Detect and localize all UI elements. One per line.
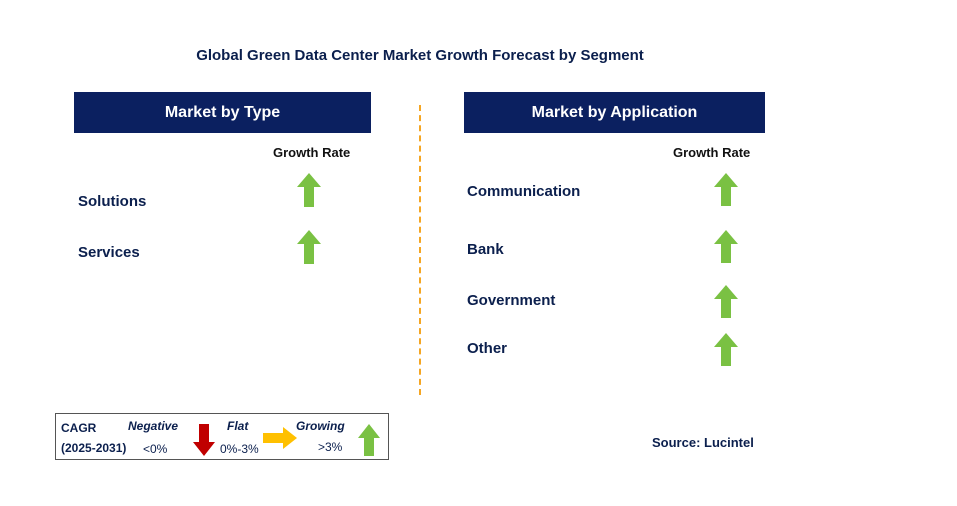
page-title: Global Green Data Center Market Growth F…: [196, 47, 644, 64]
application-growth-rate-label: Growth Rate: [673, 145, 751, 160]
legend-cagr-label: CAGR: [61, 421, 97, 435]
legend-flat-label: Flat: [227, 419, 249, 433]
up-arrow-icon: [297, 230, 321, 264]
legend-growing-range: >3%: [318, 440, 343, 454]
legend-negative-range: <0%: [143, 442, 168, 456]
type-row-label-services: Services: [78, 244, 140, 261]
legend-flat-range: 0%-3%: [220, 442, 259, 456]
source-note: Source: Lucintel: [652, 435, 754, 450]
application-row-label-government: Government: [467, 292, 556, 309]
type-growth-rate-label: Growth Rate: [273, 145, 351, 160]
application-row-label-communication: Communication: [467, 183, 581, 200]
market-by-application-header: Market by Application: [464, 92, 765, 133]
down-arrow-icon: [193, 424, 215, 456]
right-arrow-icon: [263, 427, 297, 449]
type-row-label-solutions: Solutions: [78, 193, 147, 210]
up-arrow-icon: [714, 230, 738, 263]
panel-divider: [419, 105, 421, 395]
legend-negative-label: Negative: [128, 419, 179, 433]
cagr-legend: CAGR (2025-2031) Negative <0% Flat 0%-3%…: [55, 413, 389, 460]
legend-period: (2025-2031): [61, 441, 127, 455]
up-arrow-icon: [714, 333, 738, 366]
application-row-label-bank: Bank: [467, 241, 504, 258]
market-by-type-header: Market by Type: [74, 92, 371, 133]
up-arrow-icon: [714, 285, 738, 318]
legend-growing-label: Growing: [296, 419, 345, 433]
up-arrow-icon: [714, 173, 738, 206]
up-arrow-icon: [358, 424, 380, 456]
application-row-label-other: Other: [467, 340, 508, 357]
up-arrow-icon: [297, 173, 321, 207]
